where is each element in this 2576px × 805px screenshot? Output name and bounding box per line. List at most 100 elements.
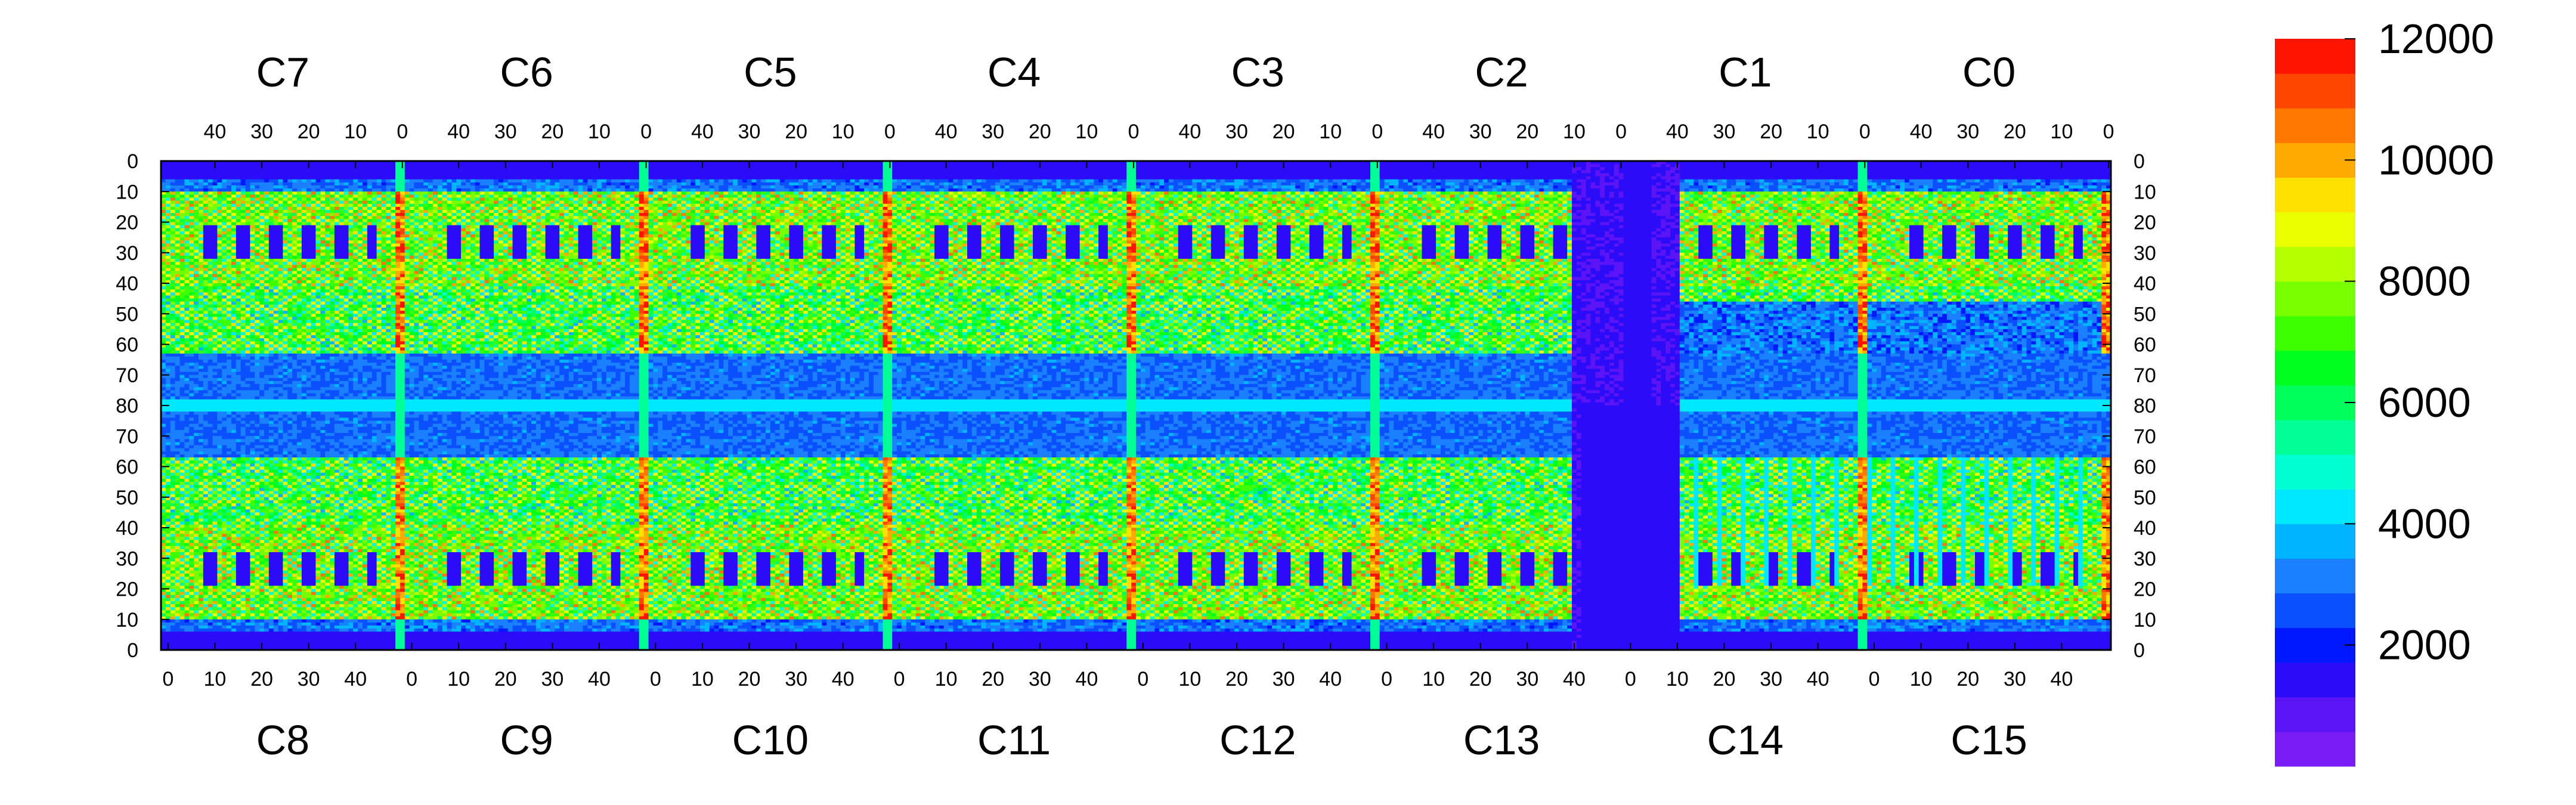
heatmap-cell <box>367 182 372 186</box>
heatmap-cell <box>367 174 372 177</box>
heatmap-cell <box>259 237 264 241</box>
heatmap-cell <box>236 177 241 180</box>
heatmap-cell <box>175 188 180 192</box>
heatmap-cell <box>377 164 382 168</box>
heatmap-cell <box>269 188 274 192</box>
heatmap-cell <box>306 216 311 219</box>
heatmap-cell <box>194 185 199 189</box>
heatmap-cell <box>372 204 377 208</box>
heatmap-cell <box>330 174 335 177</box>
heatmap-cell <box>184 201 189 205</box>
heatmap-cell <box>217 207 222 210</box>
heatmap-cell <box>194 219 199 222</box>
heatmap-cell <box>203 222 208 226</box>
heatmap-cell <box>245 237 250 241</box>
heatmap-cell <box>255 222 259 226</box>
heatmap-cell <box>344 228 349 232</box>
heatmap-cell <box>320 174 325 177</box>
heatmap-cell <box>189 240 194 244</box>
heatmap-cell <box>194 191 199 195</box>
heatmap-cell <box>287 234 292 238</box>
heatmap-cell <box>259 174 264 177</box>
heatmap-cell <box>297 207 302 210</box>
heatmap-cell <box>189 207 194 210</box>
heatmap-cell <box>377 170 382 174</box>
heatmap-cell <box>395 210 400 213</box>
heatmap-cell <box>400 170 405 174</box>
heatmap-cell <box>245 164 250 168</box>
heatmap-cell <box>372 188 377 192</box>
heatmap-cell <box>250 191 255 195</box>
heatmap-cell <box>344 167 349 171</box>
heatmap-cell <box>287 219 292 222</box>
heatmap-cell <box>264 194 269 198</box>
heatmap-cell <box>274 225 278 229</box>
heatmap-cell <box>292 185 297 189</box>
heatmap-cell <box>287 164 292 168</box>
heatmap-cell <box>400 182 405 186</box>
heatmap-cell <box>395 201 400 205</box>
heatmap-cell <box>302 240 306 244</box>
heatmap-cell <box>348 170 353 174</box>
heatmap-cell <box>269 177 274 180</box>
heatmap-cell <box>297 231 302 235</box>
heatmap-cell <box>325 234 330 238</box>
heatmap-cell <box>353 198 358 202</box>
heatmap-cell <box>297 237 302 241</box>
heatmap-cell <box>325 174 330 177</box>
heatmap-cell <box>320 228 325 232</box>
heatmap-cell <box>166 210 171 213</box>
heatmap-cell <box>381 219 386 222</box>
heatmap-cell <box>377 177 382 180</box>
heatmap-cell <box>189 179 194 183</box>
heatmap-cell <box>297 210 302 213</box>
heatmap-cell <box>171 207 175 210</box>
heatmap-cell <box>269 182 274 186</box>
heatmap-cell <box>344 237 349 241</box>
heatmap-cell <box>283 210 287 213</box>
heatmap-cell <box>372 182 377 186</box>
heatmap-cell <box>259 204 264 208</box>
heatmap-cell <box>208 210 213 213</box>
heatmap-cell <box>250 225 255 229</box>
heatmap-cell <box>208 237 213 241</box>
heatmap-cell <box>353 204 358 208</box>
heatmap-cell <box>377 182 382 186</box>
heatmap-cell <box>208 228 213 232</box>
heatmap-cell <box>189 177 194 180</box>
heatmap-cell <box>227 198 231 202</box>
heatmap-cell <box>189 231 194 235</box>
heatmap-cell <box>348 213 353 216</box>
heatmap-cell <box>400 188 405 192</box>
heatmap-cell <box>241 167 246 171</box>
heatmap-cell <box>358 213 363 216</box>
heatmap-cell <box>335 219 339 222</box>
heatmap-cell <box>311 222 316 226</box>
heatmap-cell <box>283 213 287 216</box>
heatmap-cell <box>255 198 259 202</box>
heatmap-cell <box>212 216 217 219</box>
heatmap-cell <box>348 194 353 198</box>
heatmap-cell <box>166 198 171 202</box>
heatmap-cell <box>222 179 227 183</box>
heatmap-cell <box>353 234 358 238</box>
heatmap-cell <box>189 219 194 222</box>
heatmap-cell <box>339 216 344 219</box>
heatmap-cell <box>335 228 339 232</box>
heatmap-cell <box>330 164 335 168</box>
heatmap-cell <box>269 213 274 216</box>
heatmap-cell <box>227 204 231 208</box>
heatmap-cell <box>348 234 353 238</box>
heatmap-cell <box>287 179 292 183</box>
heatmap-cell <box>217 213 222 216</box>
heatmap-cell <box>222 219 227 222</box>
heatmap-cell <box>166 167 171 171</box>
heatmap-cell <box>212 207 217 210</box>
heatmap-cell <box>348 191 353 195</box>
heatmap-cell <box>175 179 180 183</box>
heatmap-cell <box>222 204 227 208</box>
heatmap-cell <box>302 213 306 216</box>
heatmap-cell <box>264 207 269 210</box>
heatmap-cell <box>179 164 184 168</box>
heatmap-cell <box>306 213 311 216</box>
